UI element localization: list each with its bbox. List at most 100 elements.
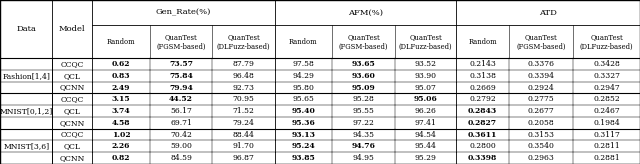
- Text: 95.36: 95.36: [291, 119, 316, 127]
- Text: 3.15: 3.15: [111, 95, 131, 103]
- Text: 92.73: 92.73: [232, 84, 255, 92]
- Text: 93.60: 93.60: [351, 72, 376, 80]
- Text: 94.29: 94.29: [292, 72, 314, 80]
- Text: 93.85: 93.85: [291, 154, 316, 162]
- Text: 0.3117: 0.3117: [593, 131, 620, 139]
- Text: 0.3428: 0.3428: [593, 60, 620, 68]
- Text: 70.42: 70.42: [170, 131, 192, 139]
- Text: QuanTest
(DLFuzz-based): QuanTest (DLFuzz-based): [217, 33, 270, 50]
- Text: 0.82: 0.82: [112, 154, 130, 162]
- Text: 95.29: 95.29: [415, 154, 436, 162]
- Text: 59.00: 59.00: [170, 142, 192, 150]
- Text: 0.2843: 0.2843: [468, 107, 497, 115]
- Text: 0.2947: 0.2947: [593, 84, 620, 92]
- Text: QCNN: QCNN: [60, 84, 85, 92]
- Text: Gen_Rate(%): Gen_Rate(%): [156, 9, 211, 17]
- Text: 96.87: 96.87: [232, 154, 255, 162]
- Text: 0.2963: 0.2963: [528, 154, 554, 162]
- Text: Fashion[1,4]: Fashion[1,4]: [3, 72, 50, 80]
- Text: 95.55: 95.55: [353, 107, 374, 115]
- Text: 0.62: 0.62: [112, 60, 130, 68]
- Text: 95.44: 95.44: [415, 142, 436, 150]
- Text: 97.58: 97.58: [292, 60, 314, 68]
- Text: 91.70: 91.70: [232, 142, 255, 150]
- Text: 95.07: 95.07: [415, 84, 436, 92]
- Text: QCL: QCL: [64, 142, 81, 150]
- Text: 0.2827: 0.2827: [468, 119, 497, 127]
- Text: 0.2058: 0.2058: [528, 119, 554, 127]
- Text: Data: Data: [16, 25, 36, 33]
- Text: 75.84: 75.84: [169, 72, 193, 80]
- Text: 0.2811: 0.2811: [593, 142, 620, 150]
- Text: 93.52: 93.52: [415, 60, 436, 68]
- Text: 69.71: 69.71: [170, 119, 192, 127]
- Text: 0.2467: 0.2467: [593, 107, 620, 115]
- Text: QuanTest
(FGSM-based): QuanTest (FGSM-based): [339, 33, 388, 50]
- Text: 0.2143: 0.2143: [469, 60, 496, 68]
- Text: QuanTest
(FGSM-based): QuanTest (FGSM-based): [516, 33, 566, 50]
- Text: 0.2677: 0.2677: [528, 107, 554, 115]
- Text: 93.13: 93.13: [291, 131, 316, 139]
- Text: 0.3394: 0.3394: [527, 72, 555, 80]
- Text: QCL: QCL: [64, 107, 81, 115]
- Text: 0.3398: 0.3398: [468, 154, 497, 162]
- Text: 88.44: 88.44: [232, 131, 255, 139]
- Text: 95.06: 95.06: [413, 95, 438, 103]
- Text: QCNN: QCNN: [60, 119, 85, 127]
- Text: 1.02: 1.02: [111, 131, 131, 139]
- Text: 0.2800: 0.2800: [469, 142, 496, 150]
- Text: 0.2881: 0.2881: [593, 154, 620, 162]
- Text: 0.2792: 0.2792: [469, 95, 496, 103]
- Text: 2.49: 2.49: [112, 84, 130, 92]
- Text: 73.57: 73.57: [169, 60, 193, 68]
- Text: 0.3376: 0.3376: [527, 60, 555, 68]
- Text: 94.95: 94.95: [353, 154, 374, 162]
- Text: 0.2669: 0.2669: [469, 84, 496, 92]
- Text: 93.90: 93.90: [415, 72, 436, 80]
- Text: 97.41: 97.41: [415, 119, 436, 127]
- Text: CCQC: CCQC: [61, 95, 84, 103]
- Text: ATD: ATD: [540, 9, 557, 17]
- Text: 0.1984: 0.1984: [593, 119, 620, 127]
- Text: 96.48: 96.48: [232, 72, 255, 80]
- Text: QCNN: QCNN: [60, 154, 85, 162]
- Text: Random: Random: [468, 38, 497, 46]
- Text: 71.52: 71.52: [232, 107, 255, 115]
- Text: 79.94: 79.94: [169, 84, 193, 92]
- Text: 95.40: 95.40: [291, 107, 316, 115]
- Text: Random: Random: [107, 38, 135, 46]
- Text: 87.79: 87.79: [232, 60, 255, 68]
- Text: AFM(%): AFM(%): [348, 9, 383, 17]
- Text: 0.3327: 0.3327: [593, 72, 620, 80]
- Text: 0.3540: 0.3540: [528, 142, 554, 150]
- Text: 0.2924: 0.2924: [528, 84, 554, 92]
- Text: 0.2775: 0.2775: [528, 95, 554, 103]
- Text: 94.76: 94.76: [351, 142, 376, 150]
- Text: CCQC: CCQC: [61, 131, 84, 139]
- Text: MNIST[3,6]: MNIST[3,6]: [3, 142, 49, 150]
- Text: 56.17: 56.17: [170, 107, 192, 115]
- Text: 70.95: 70.95: [232, 95, 255, 103]
- Text: QuanTest
(FGSM-based): QuanTest (FGSM-based): [156, 33, 206, 50]
- Text: Random: Random: [289, 38, 317, 46]
- Text: QCL: QCL: [64, 72, 81, 80]
- Text: 95.80: 95.80: [292, 84, 314, 92]
- Text: 95.28: 95.28: [353, 95, 374, 103]
- Text: 4.58: 4.58: [112, 119, 130, 127]
- Text: 0.3138: 0.3138: [469, 72, 496, 80]
- Text: 95.65: 95.65: [292, 95, 314, 103]
- Text: 94.35: 94.35: [353, 131, 374, 139]
- Text: MNIST[0,1,2]: MNIST[0,1,2]: [0, 107, 53, 115]
- Text: 0.3611: 0.3611: [468, 131, 497, 139]
- Text: 94.54: 94.54: [415, 131, 436, 139]
- Text: 0.3153: 0.3153: [527, 131, 555, 139]
- Text: 95.09: 95.09: [351, 84, 376, 92]
- Text: 95.24: 95.24: [291, 142, 316, 150]
- Text: 79.24: 79.24: [232, 119, 255, 127]
- Text: 96.26: 96.26: [415, 107, 436, 115]
- Text: CCQC: CCQC: [61, 60, 84, 68]
- Text: 3.74: 3.74: [111, 107, 131, 115]
- Text: 2.26: 2.26: [112, 142, 130, 150]
- Text: 0.2852: 0.2852: [593, 95, 620, 103]
- Text: QuanTest
(DLFuzz-based): QuanTest (DLFuzz-based): [580, 33, 634, 50]
